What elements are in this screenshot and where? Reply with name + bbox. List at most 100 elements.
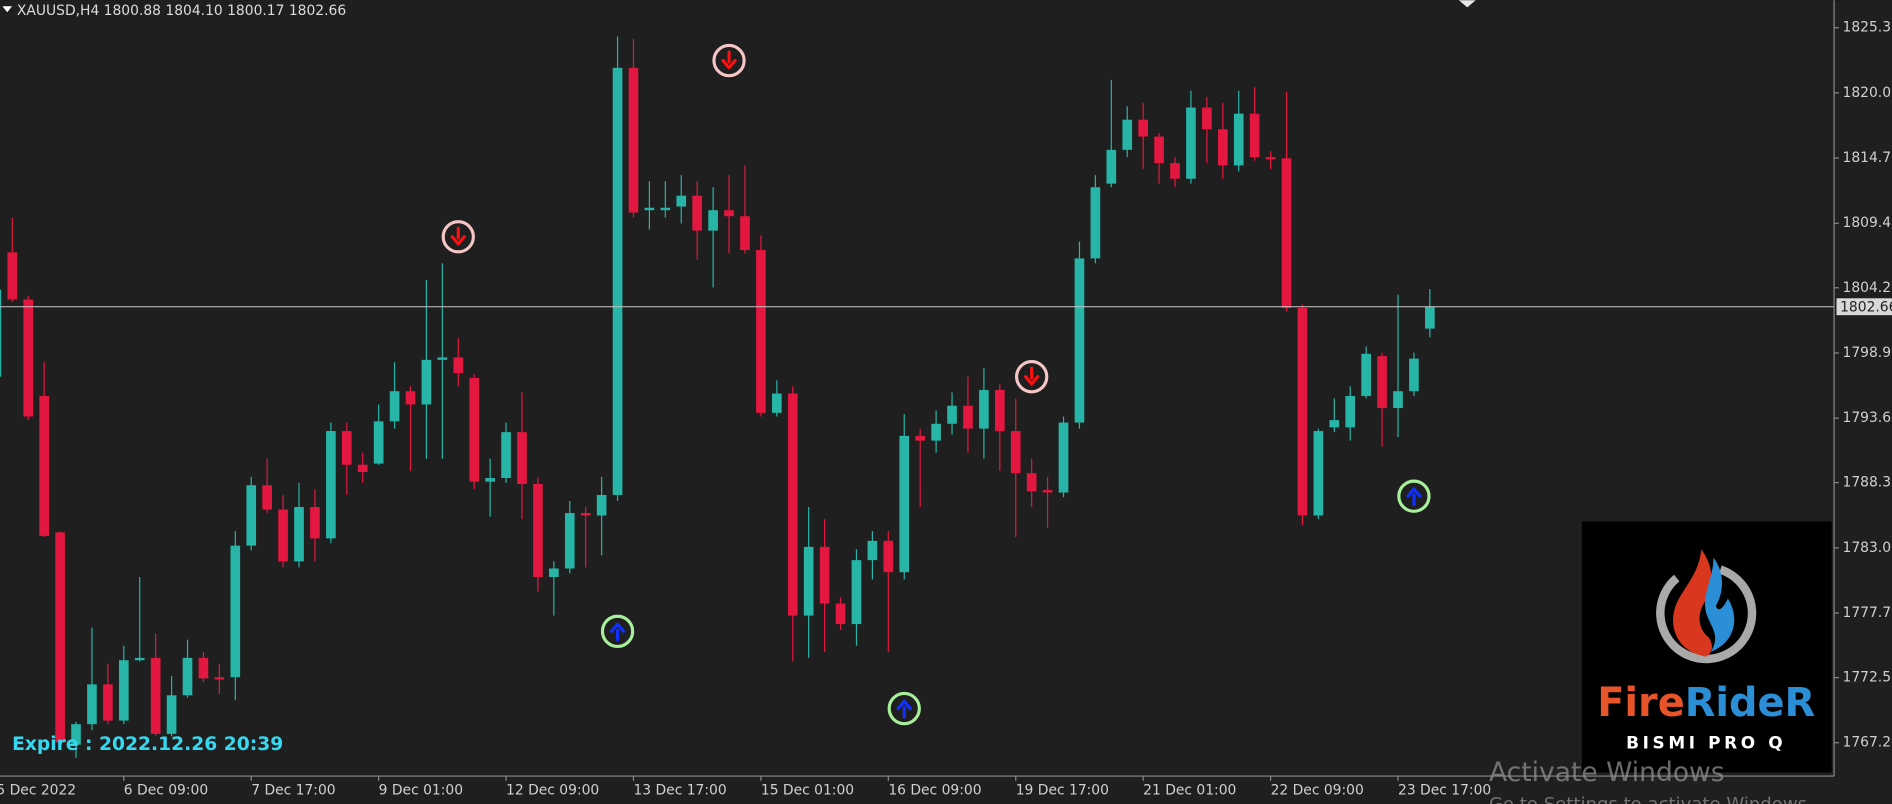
candle-body [341,431,352,465]
candle-body [740,216,750,251]
candle-body [883,540,894,573]
signal-arrow [721,50,737,70]
candle-body [405,391,416,405]
candle-body [7,252,18,300]
candle-body [230,545,241,678]
logo: FireRideR BISMI PRO Q [1581,521,1832,773]
y-tick-label: 1825.35 [1843,20,1892,36]
candle-body [469,377,480,482]
candle-body [326,431,336,539]
candle-body [198,657,209,679]
candle-body [564,513,575,569]
plot-area [0,36,1835,758]
y-tick-label: 1788.35 [1843,475,1892,491]
candle-body [246,485,257,546]
logo-name-part: RideR [1685,679,1815,725]
candle-body [1361,353,1371,396]
signal-marker [1397,479,1431,513]
candle-body [803,546,814,616]
candle-body [708,210,718,231]
candle-body [1265,157,1276,160]
symbol-header: XAUUSD,H4 1800.88 1804.10 1800.17 1802.6… [17,3,346,19]
y-tick-label: 1777.75 [1843,605,1892,621]
candle-body [1026,473,1037,492]
candle-body [756,250,766,413]
candle-body [166,695,177,734]
candle-body [915,435,926,441]
candle-body [71,724,81,745]
price-label-box [1836,298,1892,316]
menu-triangle[interactable] [2,6,13,13]
x-tick-label: 16 Dec 09:00 [888,783,981,799]
candle-body [23,299,34,417]
candle-body [1409,358,1419,392]
x-tick-label: 21 Dec 01:00 [1143,783,1236,799]
candle-body [1281,158,1292,308]
candle-body [660,207,671,211]
candle-body [1170,163,1180,179]
x-tick-label: 23 Dec 17:00 [1398,783,1491,799]
logo-name: FireRideR [1597,679,1815,725]
price-label: 1802.66 [1840,299,1892,315]
candle-body [867,540,878,561]
candle-body [772,393,782,413]
signal-marker [1015,360,1049,394]
x-tick-label: 15 Dec 01:00 [761,783,854,799]
candle-body [644,207,655,211]
candle-body [931,423,941,441]
candle-body [1249,113,1260,158]
signal-marker [441,220,475,254]
candle-body [182,657,193,696]
candle-body [963,405,973,429]
candle-body [1425,306,1435,329]
candle-body [214,677,225,680]
candle-body [501,432,511,479]
logo-subtitle: BISMI PRO Q [1626,732,1786,752]
candle-body [1393,391,1403,409]
y-tick-label: 1798.90 [1843,345,1892,361]
logo-flame-red [1673,549,1712,657]
candle-body [1138,119,1148,137]
y-tick-label: 1814.75 [1843,150,1892,166]
y-tick-label: 1809.45 [1843,215,1892,231]
y-tick-label: 1772.50 [1843,670,1892,686]
candle-body [1217,129,1228,166]
candle-body [994,389,1005,432]
y-tick-label: 1783.05 [1843,540,1892,556]
signal-marker [600,614,635,648]
y-tick-label: 1804.20 [1843,280,1892,296]
candle-body [1154,136,1164,164]
candle-body [835,603,846,625]
candle-body [39,395,49,536]
watermark: Go to Settings to activate Windows. [1489,794,1813,804]
x-tick-label: 19 Dec 17:00 [1016,783,1109,799]
candle-body [437,357,448,360]
candle-body [533,484,543,577]
candle-body [357,464,368,472]
candle-body [389,391,400,422]
candle-body [1010,431,1021,474]
candle-body [1313,431,1324,516]
candle-body [517,432,527,485]
candle-body [612,67,623,495]
candle-body [819,546,830,604]
shift-marker[interactable] [1458,0,1476,8]
signal-arrow [450,226,466,246]
x-tick-label: 22 Dec 09:00 [1271,783,1364,799]
candle-body [373,421,384,464]
candle-body [692,195,703,231]
candle-body [1233,113,1244,166]
x-tick-label: 9 Dec 01:00 [379,783,463,799]
candle-body [1202,107,1212,130]
logo-flame-blue [1705,557,1735,652]
signal-arrow [1024,366,1040,386]
candle-body [947,405,957,424]
candle-body [1297,307,1308,516]
candle-body [724,210,734,217]
candle-body [87,684,97,725]
candle-body [0,289,2,377]
x-tick-label: 5 Dec 2022 [0,783,76,799]
signal-marker [887,691,921,726]
